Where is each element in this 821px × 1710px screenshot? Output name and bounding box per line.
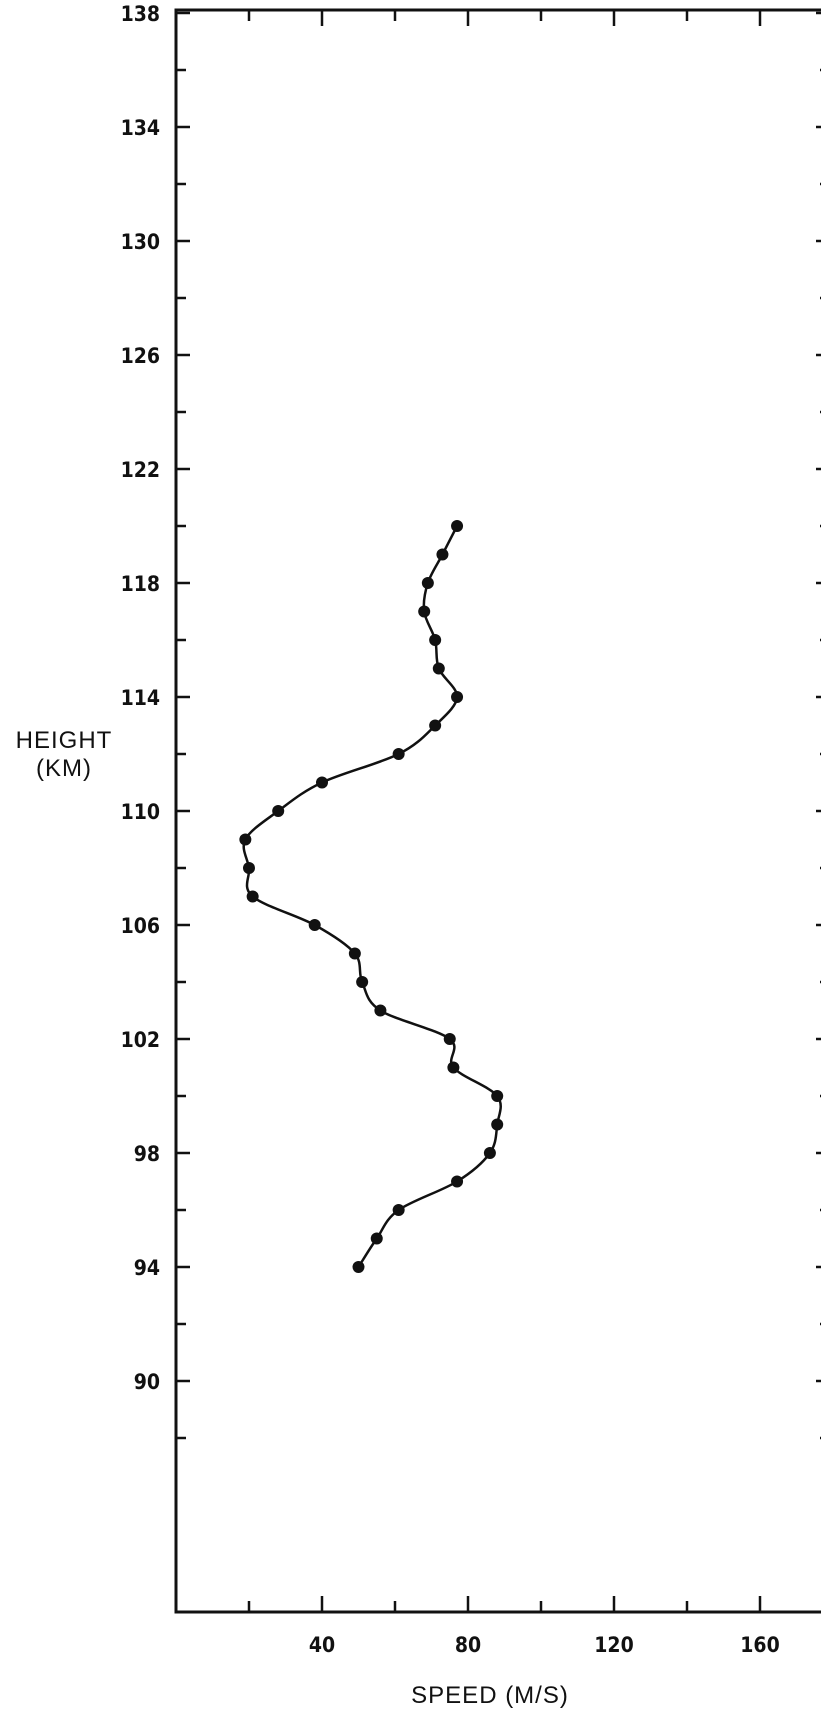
x-tick-label: 160 bbox=[740, 1633, 779, 1657]
data-point bbox=[429, 719, 442, 732]
data-point bbox=[392, 748, 405, 760]
y-tick-label: 114 bbox=[121, 686, 160, 710]
data-point bbox=[374, 1004, 387, 1017]
y-axis-label-line2: (KM) bbox=[36, 755, 92, 782]
data-point bbox=[432, 662, 445, 675]
data-point bbox=[483, 1147, 496, 1159]
y-tick-label: 134 bbox=[121, 116, 160, 140]
data-point bbox=[316, 776, 328, 789]
data-point bbox=[491, 1090, 504, 1102]
x-axis-label: SPEED (M/S) bbox=[411, 1682, 569, 1709]
data-point bbox=[246, 890, 259, 903]
y-tick-label: 94 bbox=[134, 1256, 160, 1280]
data-point bbox=[418, 605, 431, 618]
y-tick-label: 90 bbox=[134, 1370, 160, 1394]
data-point bbox=[243, 862, 255, 874]
data-point bbox=[436, 548, 449, 561]
data-point bbox=[443, 1033, 456, 1045]
data-point bbox=[451, 1175, 464, 1188]
x-tick-label: 120 bbox=[594, 1633, 633, 1657]
data-point bbox=[356, 976, 369, 988]
y-tick-label: 138 bbox=[121, 2, 160, 26]
y-tick-label: 122 bbox=[121, 458, 160, 482]
data-point bbox=[429, 634, 442, 646]
data-point bbox=[239, 833, 252, 846]
data-point bbox=[451, 691, 464, 703]
speed-profile-line bbox=[242, 525, 502, 1268]
data-point bbox=[348, 947, 361, 960]
y-tick-label: 130 bbox=[121, 230, 160, 254]
data-point bbox=[491, 1118, 504, 1131]
data-point bbox=[392, 1204, 405, 1216]
data-points bbox=[239, 520, 504, 1273]
data-point bbox=[370, 1232, 383, 1245]
y-tick-label: 102 bbox=[121, 1028, 160, 1052]
y-tick-label: 106 bbox=[121, 914, 160, 938]
y-tick-label: 98 bbox=[134, 1142, 160, 1166]
data-point bbox=[308, 919, 321, 931]
x-tick-label: 80 bbox=[455, 1633, 481, 1657]
data-point bbox=[451, 520, 464, 532]
y-tick-label: 110 bbox=[121, 800, 160, 824]
y-axis-label-line1: HEIGHT bbox=[16, 727, 113, 754]
y-tick-label: 118 bbox=[121, 572, 160, 596]
y-tick-label: 126 bbox=[121, 344, 160, 368]
data-point bbox=[272, 805, 285, 817]
axis-ticks bbox=[176, 10, 821, 1612]
data-point bbox=[447, 1061, 460, 1074]
data-point bbox=[421, 577, 434, 589]
x-tick-label: 40 bbox=[309, 1633, 335, 1657]
tick-labels: 90 94 98 102 106 110 114 118 122 126 130 134 138 40 80… bbox=[121, 2, 780, 1657]
data-point bbox=[352, 1261, 365, 1273]
